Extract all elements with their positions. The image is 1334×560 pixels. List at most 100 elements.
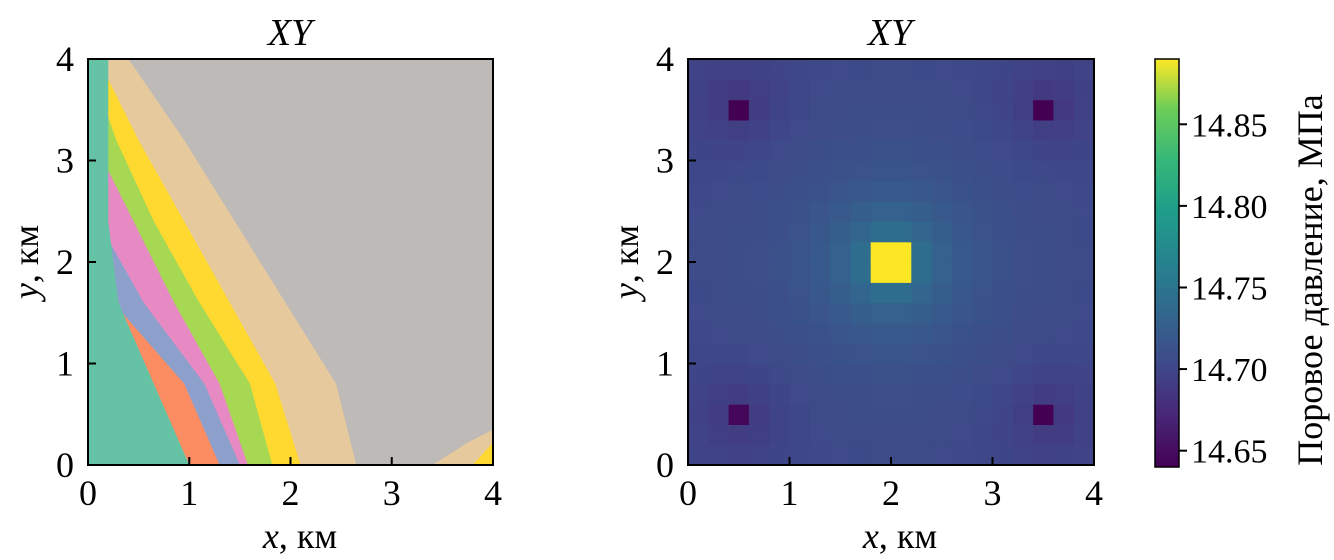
heatmap-cell (931, 383, 953, 405)
heatmap-cell (708, 221, 730, 243)
heatmap-cell (789, 262, 811, 283)
heatmap-cell (931, 404, 953, 425)
heatmap-cell (850, 59, 872, 80)
heatmap-cell (1033, 282, 1054, 304)
heatmap-cell (728, 221, 750, 243)
heatmap-cell (1012, 160, 1034, 182)
heatmap-cell (1073, 262, 1094, 283)
heatmap-cell (992, 322, 1014, 344)
heatmap-cell (911, 383, 933, 405)
heatmap-cell (911, 343, 933, 365)
heatmap-cell (972, 140, 994, 162)
heatmap-cell (809, 59, 831, 80)
heatmap-cell (972, 262, 994, 283)
heatmap-cell (688, 79, 709, 101)
left-plot-area (88, 59, 493, 465)
heatmap-cell (972, 59, 994, 80)
heatmap-cell (992, 343, 1014, 365)
heatmap-cell (789, 302, 811, 324)
heatmap-cell (972, 180, 994, 202)
heatmap-cell (1033, 201, 1054, 222)
heatmap-cell (870, 221, 892, 243)
heatmap-cell (688, 99, 709, 121)
heatmap-cell (891, 79, 912, 101)
heatmap-cell (688, 262, 709, 283)
heatmap-cell (1073, 119, 1094, 141)
heatmap-cell (789, 363, 811, 385)
left-x-axis-unit: , км (279, 516, 337, 556)
heatmap-cell (972, 343, 994, 365)
left-x-axis-var: x (262, 516, 279, 556)
heatmap-cell (769, 363, 791, 385)
heatmap-cell (870, 343, 892, 365)
colorbar-tick-label: 14.80 (1191, 189, 1268, 226)
heatmap-cell (769, 119, 791, 141)
heatmap-cell (911, 99, 933, 121)
heatmap-cell (1073, 424, 1094, 446)
heatmap-cell (748, 119, 770, 141)
heatmap-cell (728, 201, 750, 222)
heatmap-cell (850, 363, 872, 385)
heatmap-cell (972, 160, 994, 182)
heatmap-cell (1053, 119, 1075, 141)
heatmap-cell (1053, 424, 1075, 446)
heatmap-cell (1033, 160, 1054, 182)
heatmap-cell (769, 59, 791, 80)
heatmap-cell (809, 322, 831, 344)
heatmap-cell (891, 221, 912, 243)
heatmap-cell (891, 363, 912, 385)
heatmap-cell (830, 383, 851, 405)
heatmap-cell (708, 424, 730, 446)
heatmap-cell (850, 444, 872, 465)
heatmap-cell (728, 262, 750, 283)
colorbar-tick-label: 14.75 (1191, 270, 1268, 307)
heatmap-cell (891, 140, 912, 162)
heatmap-cell (809, 160, 831, 182)
heatmap-cell (830, 160, 851, 182)
heatmap-cell (728, 241, 750, 263)
right-y-tick-label: 0 (656, 445, 674, 485)
heatmap-cell (951, 343, 973, 365)
heatmap-cell (850, 241, 872, 263)
heatmap-cell (688, 383, 709, 405)
heatmap-cell (708, 302, 730, 324)
heatmap-cell (931, 119, 953, 141)
heatmap-cell (1033, 444, 1054, 465)
heatmap-cell (1053, 180, 1075, 202)
heatmap-cell (1033, 424, 1054, 446)
heatmap-cell (688, 404, 709, 425)
heatmap-cell (992, 180, 1014, 202)
heatmap-cell (850, 383, 872, 405)
heatmap-cell (1073, 383, 1094, 405)
right-y-axis-label: y, км (606, 225, 646, 302)
heatmap-cell (891, 282, 912, 304)
heatmap-cell (951, 160, 973, 182)
heatmap-cell (809, 221, 831, 243)
heatmap-cell (911, 59, 933, 80)
right-x-ticks: 0 1 2 3 4 (679, 457, 1103, 513)
right-y-tick-label: 4 (656, 39, 674, 79)
heatmap-cell (931, 262, 953, 283)
heatmap-cell (951, 302, 973, 324)
heatmap-cell (789, 99, 811, 121)
heatmap-cell (891, 383, 912, 405)
heatmap-cell (688, 160, 709, 182)
heatmap-cell (1012, 302, 1034, 324)
heatmap-cell (951, 404, 973, 425)
heatmap-cell (728, 59, 750, 80)
heatmap-cell (911, 201, 933, 222)
right-y-axis-var: y (606, 283, 646, 302)
left-y-tick-label: 0 (56, 445, 74, 485)
heatmap-cell (992, 160, 1014, 182)
heatmap-cell (1012, 424, 1034, 446)
right-heatmap-area (688, 59, 1094, 465)
heatmap-cell (728, 363, 750, 385)
left-y-ticks: 0 1 2 3 4 (56, 39, 96, 485)
heatmap-cell (972, 424, 994, 446)
heatmap-cell (1033, 59, 1054, 80)
heatmap-cell (1012, 282, 1034, 304)
heatmap-cell (850, 201, 872, 222)
heatmap-cell (769, 241, 791, 263)
heatmap-cell (911, 322, 933, 344)
heatmap-cell (708, 404, 730, 425)
